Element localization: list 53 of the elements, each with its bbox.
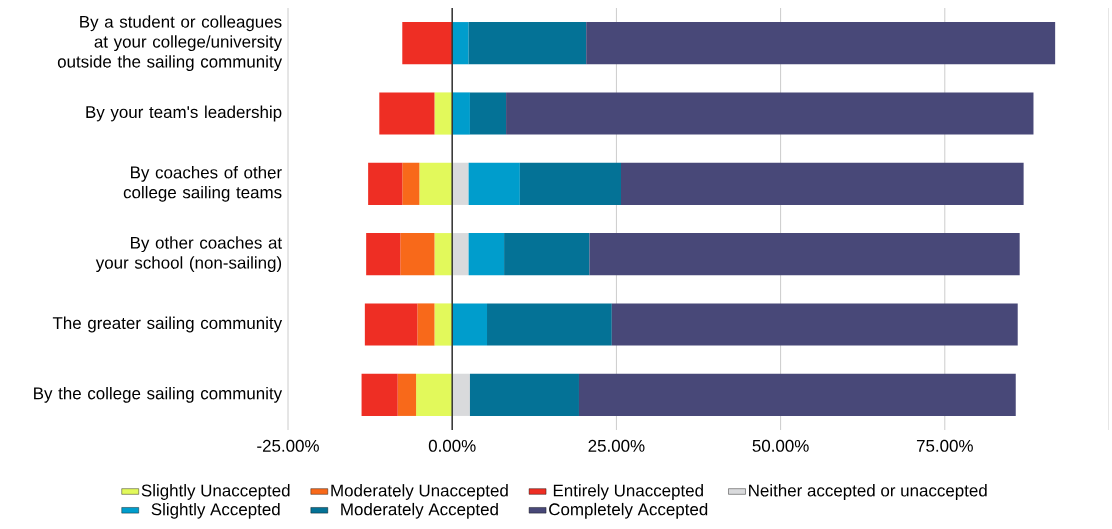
legend-label: Slightly Accepted — [151, 502, 280, 519]
y-tick-label: By your team's leadership — [86, 105, 282, 122]
y-tick-label: By the college sailing community — [34, 386, 283, 403]
bar — [611, 303, 1018, 346]
bar — [434, 303, 453, 346]
bar — [452, 92, 470, 135]
bar — [621, 162, 1024, 205]
y-tick-label: By a student or colleagues at your college/university outside the sailing community — [57, 15, 283, 71]
bar — [468, 22, 587, 65]
y-tick-label: By other coaches at your school (non-sailing) — [95, 236, 282, 273]
bar — [379, 92, 435, 135]
legend-label: Moderately Unaccepted — [331, 484, 508, 500]
bar — [419, 162, 453, 205]
y-tick-label: By coaches of other college sailing teams — [123, 165, 282, 202]
legend-label: Completely Accepted — [549, 502, 708, 519]
x-tick-label: 75.00% — [916, 439, 973, 452]
bar — [452, 373, 470, 416]
bar — [364, 303, 418, 346]
bar — [468, 162, 520, 205]
legend-label: Entirely Unaccepted — [553, 484, 703, 500]
legend-label: Neither accepted or unaccepted — [749, 484, 987, 500]
bar — [506, 92, 1034, 135]
bar — [452, 233, 469, 276]
bar — [400, 233, 435, 276]
bar — [368, 162, 403, 205]
bar — [468, 233, 505, 276]
bar — [434, 233, 453, 276]
bar — [469, 92, 507, 135]
x-tick-label: 0.00% — [428, 439, 476, 452]
bar — [397, 373, 417, 416]
bar — [487, 303, 612, 346]
legend-label: Moderately Accepted — [341, 502, 498, 519]
bar — [519, 162, 621, 205]
bar — [578, 373, 1016, 416]
bar — [361, 373, 398, 416]
x-tick-label: -25.00% — [257, 439, 319, 452]
bar — [504, 233, 590, 276]
x-tick-label: 25.00% — [588, 439, 645, 452]
bar — [416, 373, 453, 416]
bar — [366, 233, 401, 276]
legend-label: Slightly Unaccepted — [141, 484, 290, 500]
bar — [452, 22, 469, 65]
bar — [434, 92, 453, 135]
bar — [469, 373, 579, 416]
bar — [417, 303, 435, 346]
bar — [589, 233, 1020, 276]
y-tick-label: The greater sailing community — [52, 316, 283, 333]
bar — [452, 303, 488, 346]
bar — [402, 22, 453, 65]
bar — [402, 162, 420, 205]
bar — [586, 22, 1056, 65]
bar — [452, 162, 469, 205]
x-tick-label: 50.00% — [752, 439, 809, 452]
